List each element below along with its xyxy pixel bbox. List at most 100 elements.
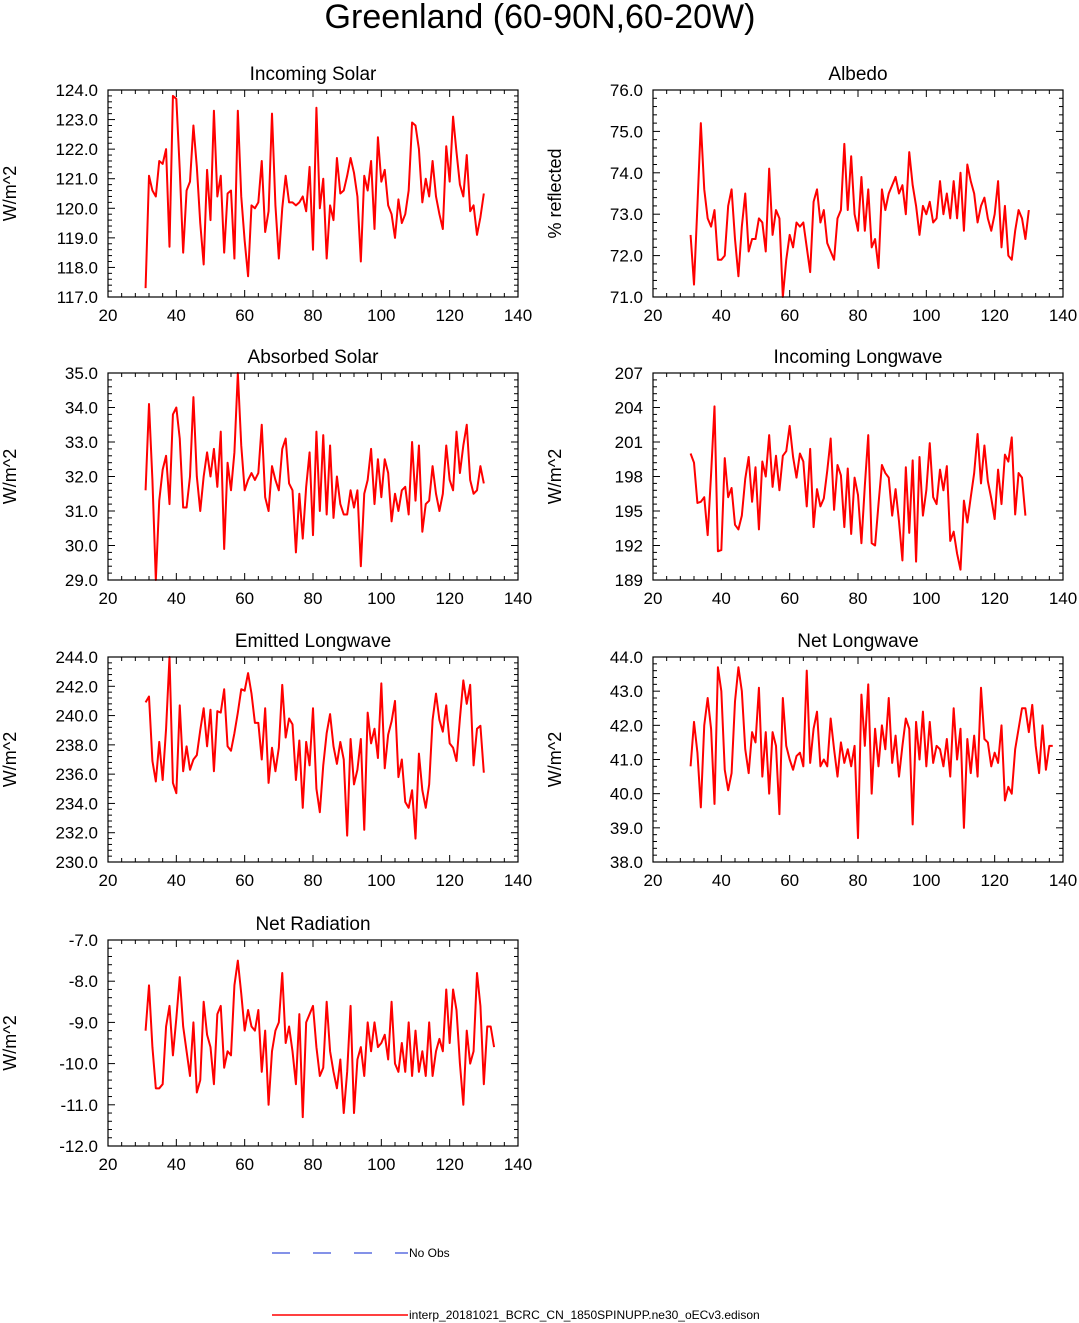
chart-panel: 20 40 60 80 100 120 140 -12.0 -11.0 -10.0 -9.0 -8.0… [0,914,532,1174]
y-tick-label: 232.0 [55,824,98,843]
y-tick-label: 30.0 [65,537,98,556]
y-tick-label: 29.0 [65,571,98,590]
x-tick-label: 60 [235,871,254,890]
y-tick-label: 74.0 [610,164,643,183]
x-tick-label: 20 [644,306,663,325]
x-tick-label: 20 [644,871,663,890]
x-tick-label: 20 [99,589,118,608]
series-line [144,656,485,840]
panel-title: Net Longwave [797,631,918,652]
x-tick-label: 100 [912,871,940,890]
x-tick-label: 120 [435,871,463,890]
x-tick-label: 80 [849,306,868,325]
plot-frame [107,939,519,1147]
x-tick-label: 100 [367,1155,395,1174]
x-tick-label: 120 [435,306,463,325]
y-axis-label: W/m^2 [0,166,20,221]
x-tick-label: 120 [435,589,463,608]
y-tick-label: 198 [615,468,643,487]
series-line [689,122,1030,298]
x-tick-label: 140 [504,589,532,608]
y-axis-label: W/m^2 [545,732,565,787]
x-tick-label: 40 [167,1155,186,1174]
y-tick-label: 35.0 [65,364,98,383]
y-tick-label: -8.0 [69,972,98,991]
series-line [144,959,496,1119]
series-line [689,666,1053,840]
y-tick-label: 244.0 [55,648,98,667]
panel-title: Absorbed Solar [248,347,380,368]
y-tick-label: 38.0 [610,853,643,872]
y-tick-label: 31.0 [65,502,98,521]
y-tick-label: -9.0 [69,1013,98,1032]
plot-frame [652,89,1064,298]
y-tick-label: 39.0 [610,819,643,838]
plot-frame [107,89,519,298]
x-tick-label: 80 [304,871,323,890]
y-tick-label: -7.0 [69,931,98,950]
series-line [144,372,485,581]
y-tick-label: 238.0 [55,736,98,755]
x-tick-label: 80 [849,871,868,890]
y-tick-label: 32.0 [65,468,98,487]
x-tick-label: 80 [304,589,323,608]
y-axis-label: W/m^2 [545,449,565,504]
y-tick-label: 76.0 [610,81,643,100]
y-tick-label: 119.0 [57,229,98,248]
y-tick-label: 124.0 [55,81,98,100]
x-tick-label: 40 [167,589,186,608]
y-tick-label: 44.0 [610,648,643,667]
panel-title: Incoming Solar [250,64,377,85]
series-line [144,94,485,289]
y-tick-label: 121.0 [55,170,98,189]
chart-panel: 20 40 60 80 100 120 140 189 192 195 198 201 204 207 In… [545,347,1077,608]
y-tick-label: 230.0 [55,853,98,872]
x-tick-label: 40 [167,871,186,890]
y-tick-label: 123.0 [55,111,98,130]
x-tick-label: 120 [980,589,1008,608]
x-tick-label: 140 [504,871,532,890]
x-tick-label: 120 [435,1155,463,1174]
y-axis-label: W/m^2 [0,1015,20,1070]
series-line [689,405,1027,571]
x-tick-label: 140 [1049,589,1077,608]
legend: No Obs interp_20181021_BCRC_CN_1850SPINU… [272,1246,760,1322]
y-tick-label: 120.0 [55,199,98,218]
y-tick-label: 71.0 [610,288,643,307]
y-tick-label: -10.0 [59,1055,98,1074]
y-tick-label: 72.0 [610,247,643,266]
y-tick-label: -12.0 [59,1137,98,1156]
y-tick-label: 42.0 [610,716,643,735]
x-tick-label: 60 [235,589,254,608]
legend-obs-label: No Obs [409,1246,450,1260]
x-tick-label: 140 [504,306,532,325]
x-tick-label: 80 [304,1155,323,1174]
x-tick-label: 60 [235,306,254,325]
y-tick-label: 234.0 [55,794,98,813]
y-tick-label: 122.0 [55,140,98,159]
y-tick-label: 33.0 [65,433,98,452]
y-tick-label: 204 [615,399,643,418]
y-tick-label: 201 [615,433,643,452]
y-tick-label: -11.0 [61,1096,99,1115]
x-tick-label: 60 [780,871,799,890]
y-axis-label: W/m^2 [0,449,20,504]
chart-panel: 20 40 60 80 100 120 140 230.0 232.0 234.0 236.0 238… [0,631,532,890]
x-tick-label: 60 [780,589,799,608]
panel-title: Net Radiation [255,914,370,935]
y-tick-label: 118.0 [57,258,98,277]
y-tick-label: 40.0 [610,785,643,804]
x-tick-label: 140 [1049,306,1077,325]
x-tick-label: 100 [367,871,395,890]
y-tick-label: 207 [615,364,643,383]
y-tick-label: 41.0 [610,751,643,770]
legend-model-label: interp_20181021_BCRC_CN_1850SPINUPP.ne30… [409,1308,760,1322]
x-tick-label: 120 [980,306,1008,325]
chart-panel: 20 40 60 80 100 120 140 29.0 30.0 31.0 32.0 33.0 34.… [0,347,532,608]
x-tick-label: 40 [167,306,186,325]
y-tick-label: 73.0 [610,205,643,224]
x-tick-label: 40 [712,589,731,608]
y-axis-label: % reflected [545,148,565,238]
y-tick-label: 43.0 [610,682,643,701]
x-tick-label: 100 [367,306,395,325]
